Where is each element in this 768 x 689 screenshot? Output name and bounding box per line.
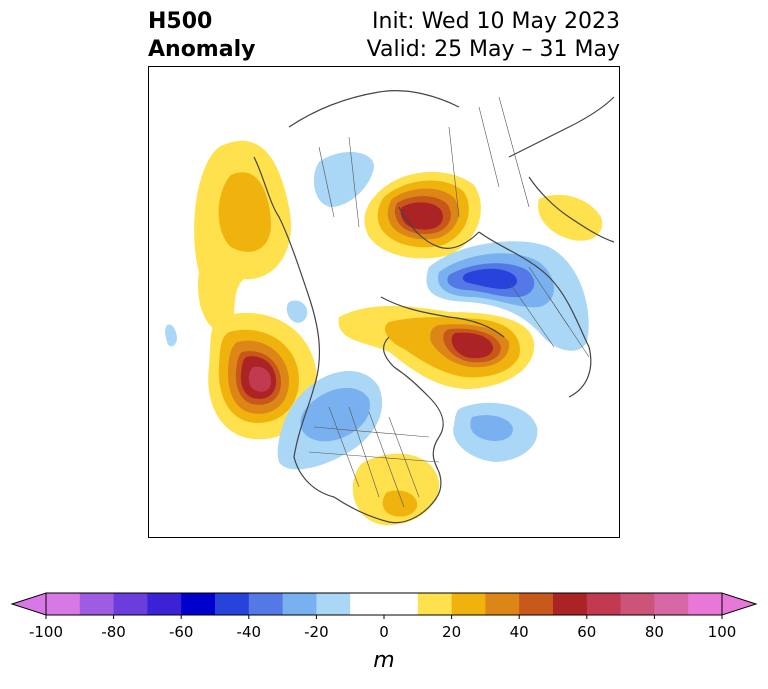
colorbar-tick-label: -80	[101, 623, 126, 641]
anomaly-ridge-scandinavia	[364, 171, 481, 259]
anomaly-map	[165, 90, 615, 526]
colorbar-bin	[215, 593, 250, 615]
colorbar-graphic: -100 -80 -60 -40 -20 0 20 40 60 80 100 m	[10, 592, 758, 673]
anomaly-trough-small-2	[286, 300, 308, 323]
coastlines	[253, 90, 615, 524]
colorbar-bin	[248, 593, 284, 615]
colorbar-bin	[519, 593, 554, 615]
title-line-2: Anomaly	[148, 37, 256, 62]
colorbar-tick-label: -100	[29, 623, 63, 641]
colorbar-bin	[384, 593, 419, 615]
political-borders	[308, 96, 590, 508]
colorbar-bin	[316, 593, 351, 615]
colorbar-bin	[417, 593, 453, 615]
colorbar-tick-label: 20	[442, 623, 461, 641]
anomaly-trough-alaska	[313, 151, 374, 207]
anomaly-trough-siberia	[426, 241, 589, 351]
anomaly-trough-central-us	[277, 370, 383, 470]
anomaly-trough-north-atlantic	[453, 402, 538, 462]
colorbar-bin	[113, 593, 148, 615]
colorbar-tick-label: 80	[645, 623, 664, 641]
anomaly-ridge-west-canada	[194, 140, 291, 333]
colorbar-bin	[688, 593, 723, 615]
colorbar-bin	[181, 593, 216, 615]
anomaly-trough-small-1	[165, 324, 177, 347]
colorbar-tick-label: -60	[169, 623, 194, 641]
forecast-dates: Init: Wed 10 May 2023 Valid: 25 May – 31…	[367, 8, 620, 64]
colorbar-tick-label: 40	[510, 623, 529, 641]
map-title: H500 Anomaly	[148, 8, 255, 64]
colorbar-extend-max	[721, 592, 758, 616]
anomaly-ridge-southeast-us	[352, 453, 440, 526]
colorbar-bin	[147, 593, 182, 615]
anomaly-ridge-greenland	[338, 305, 535, 389]
colorbar-bin	[451, 593, 486, 615]
colorbar-tick-label: -20	[304, 623, 329, 641]
colorbar-bin	[620, 593, 655, 615]
colorbar-bin	[79, 593, 115, 615]
colorbar: -100 -80 -60 -40 -20 0 20 40 60 80 100 m	[0, 585, 768, 685]
colorbar-tick-label: 0	[379, 623, 389, 641]
colorbar-bin	[553, 593, 588, 615]
colorbar-bin	[654, 593, 689, 615]
anomaly-low-east-pacific	[208, 312, 318, 440]
colorbar-bin	[586, 593, 622, 615]
colorbar-tick-label: 100	[708, 623, 737, 641]
colorbar-tick-label: -40	[237, 623, 262, 641]
colorbar-bin	[485, 593, 520, 615]
valid-range: Valid: 25 May – 31 May	[366, 37, 620, 62]
colorbar-bin	[350, 593, 385, 615]
colorbar-bin	[282, 593, 317, 615]
map-panel	[148, 66, 620, 538]
colorbar-unit-label: m	[373, 648, 394, 673]
colorbar-bin	[46, 593, 81, 615]
title-line-1: H500	[148, 9, 213, 34]
colorbar-tick-label: 60	[577, 623, 596, 641]
colorbar-extend-min	[10, 592, 47, 616]
init-date: Init: Wed 10 May 2023	[372, 9, 620, 34]
